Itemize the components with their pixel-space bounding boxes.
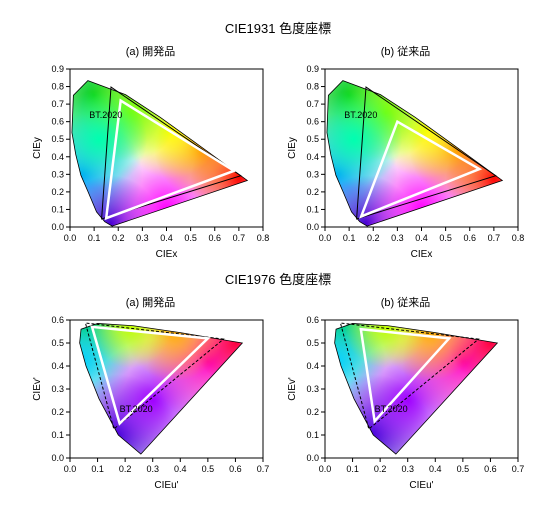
svg-text:BT.2020: BT.2020	[89, 110, 122, 120]
svg-text:0.1: 0.1	[51, 430, 64, 440]
svg-text:CIEy: CIEy	[287, 137, 298, 159]
svg-text:0.0: 0.0	[306, 453, 319, 463]
svg-text:CIEx: CIEx	[156, 249, 178, 260]
svg-text:0.4: 0.4	[306, 361, 319, 371]
svg-text:0.0: 0.0	[64, 233, 77, 243]
svg-text:0.3: 0.3	[51, 169, 64, 179]
svg-text:CIEy: CIEy	[32, 137, 43, 159]
svg-text:0.5: 0.5	[439, 233, 452, 243]
svg-text:BT.2020: BT.2020	[120, 404, 153, 414]
row-1: (a) 開発品 0.00.10.20.30.40.50.60.70.80.00.…	[10, 43, 536, 261]
svg-text:0.2: 0.2	[367, 233, 380, 243]
svg-text:0.3: 0.3	[391, 233, 404, 243]
svg-text:0.2: 0.2	[119, 464, 132, 474]
svg-text:0.0: 0.0	[306, 222, 319, 232]
svg-text:0.0: 0.0	[51, 222, 64, 232]
svg-text:0.0: 0.0	[64, 464, 77, 474]
svg-text:0.4: 0.4	[51, 361, 64, 371]
svg-text:0.0: 0.0	[319, 233, 332, 243]
svg-text:0.5: 0.5	[184, 233, 197, 243]
svg-text:0.1: 0.1	[51, 204, 64, 214]
svg-text:0.0: 0.0	[319, 464, 332, 474]
svg-text:0.3: 0.3	[401, 464, 414, 474]
svg-text:0.3: 0.3	[146, 464, 159, 474]
svg-text:0.2: 0.2	[51, 187, 64, 197]
svg-text:0.2: 0.2	[306, 407, 319, 417]
svg-text:0.1: 0.1	[346, 464, 359, 474]
svg-text:0.4: 0.4	[174, 464, 187, 474]
svg-text:0.4: 0.4	[415, 233, 428, 243]
svg-text:0.6: 0.6	[51, 117, 64, 127]
svg-text:0.0: 0.0	[51, 453, 64, 463]
panel-subtitle: (a) 開発品	[28, 43, 273, 59]
section-2: CIE1976 色度座標 (a) 開発品 0.0 0.1 0.2 0.3 0.4 0.5 0…	[10, 269, 536, 492]
svg-text:0.5: 0.5	[51, 134, 64, 144]
svg-text:0.8: 0.8	[257, 233, 270, 243]
svg-text:0.8: 0.8	[306, 82, 319, 92]
svg-text:0.3: 0.3	[136, 233, 149, 243]
section-1-title: CIE1931 色度座標	[10, 18, 536, 37]
svg-text:0.7: 0.7	[51, 99, 64, 109]
svg-text:0.6: 0.6	[484, 464, 497, 474]
svg-text:CIEu': CIEu'	[409, 480, 433, 491]
svg-text:0.6: 0.6	[51, 315, 64, 325]
svg-text:BT.2020: BT.2020	[375, 404, 408, 414]
svg-text:0.3: 0.3	[306, 384, 319, 394]
svg-text:0.7: 0.7	[306, 99, 319, 109]
svg-text:0.6: 0.6	[208, 233, 221, 243]
svg-text:0.1: 0.1	[306, 430, 319, 440]
section-1: CIE1931 色度座標 (a) 開発品 0.0 0.1 0.2 0.3 0.4 0.5 0…	[10, 18, 536, 261]
svg-text:0.2: 0.2	[51, 407, 64, 417]
svg-text:0.5: 0.5	[457, 464, 470, 474]
svg-text:0.4: 0.4	[51, 152, 64, 162]
svg-text:CIEv': CIEv'	[287, 377, 298, 401]
panel-subtitle: (b) 従来品	[283, 294, 528, 310]
panel-subtitle: (b) 従来品	[283, 43, 528, 59]
svg-text:0.4: 0.4	[160, 233, 173, 243]
svg-text:0.7: 0.7	[512, 464, 525, 474]
svg-text:0.3: 0.3	[306, 169, 319, 179]
chart-panel: (a) 開発品 0.0 0.1 0.2 0.3 0.4 0.5 0.6 0.7 0.8 0.0 0.…	[28, 43, 273, 261]
svg-text:0.7: 0.7	[488, 233, 501, 243]
svg-text:0.7: 0.7	[233, 233, 246, 243]
svg-text:CIEu': CIEu'	[154, 480, 178, 491]
svg-text:0.1: 0.1	[306, 204, 319, 214]
svg-text:0.1: 0.1	[91, 464, 104, 474]
svg-text:0.5: 0.5	[51, 338, 64, 348]
svg-text:0.4: 0.4	[429, 464, 442, 474]
svg-text:CIEv': CIEv'	[32, 377, 43, 401]
svg-text:0.8: 0.8	[51, 82, 64, 92]
svg-text:0.6: 0.6	[306, 315, 319, 325]
chart-panel: (a) 開発品 0.0 0.1 0.2 0.3 0.4 0.5 0.6 0.7 0.0 0.1 0.…	[28, 294, 273, 492]
svg-text:0.3: 0.3	[51, 384, 64, 394]
svg-text:0.6: 0.6	[306, 117, 319, 127]
svg-text:0.2: 0.2	[374, 464, 387, 474]
svg-text:CIEx: CIEx	[411, 249, 433, 260]
svg-text:0.9: 0.9	[51, 64, 64, 74]
chart-panel: (b) 従来品 0.0 0.1 0.2 0.3 0.4 0.5 0.6 0.7 0.0 0.1 0.…	[283, 294, 528, 492]
row-2: (a) 開発品 0.0 0.1 0.2 0.3 0.4 0.5 0.6 0.7 0.0 0.1 0.…	[10, 294, 536, 492]
svg-text:0.2: 0.2	[112, 233, 125, 243]
svg-text:0.5: 0.5	[306, 338, 319, 348]
svg-text:0.6: 0.6	[463, 233, 476, 243]
svg-text:0.1: 0.1	[88, 233, 101, 243]
chart-panel: (b) 従来品 0.0 0.1 0.2 0.3 0.4 0.5 0.6 0.7 0.8 0.0 0.…	[283, 43, 528, 261]
svg-text:0.2: 0.2	[306, 187, 319, 197]
svg-text:0.5: 0.5	[306, 134, 319, 144]
svg-text:0.9: 0.9	[306, 64, 319, 74]
svg-text:0.7: 0.7	[257, 464, 270, 474]
panel-subtitle: (a) 開発品	[28, 294, 273, 310]
svg-text:0.4: 0.4	[306, 152, 319, 162]
svg-text:0.6: 0.6	[229, 464, 242, 474]
svg-text:0.5: 0.5	[202, 464, 215, 474]
svg-text:BT.2020: BT.2020	[344, 110, 377, 120]
svg-text:0.8: 0.8	[512, 233, 525, 243]
section-2-title: CIE1976 色度座標	[10, 269, 536, 288]
svg-text:0.1: 0.1	[343, 233, 356, 243]
